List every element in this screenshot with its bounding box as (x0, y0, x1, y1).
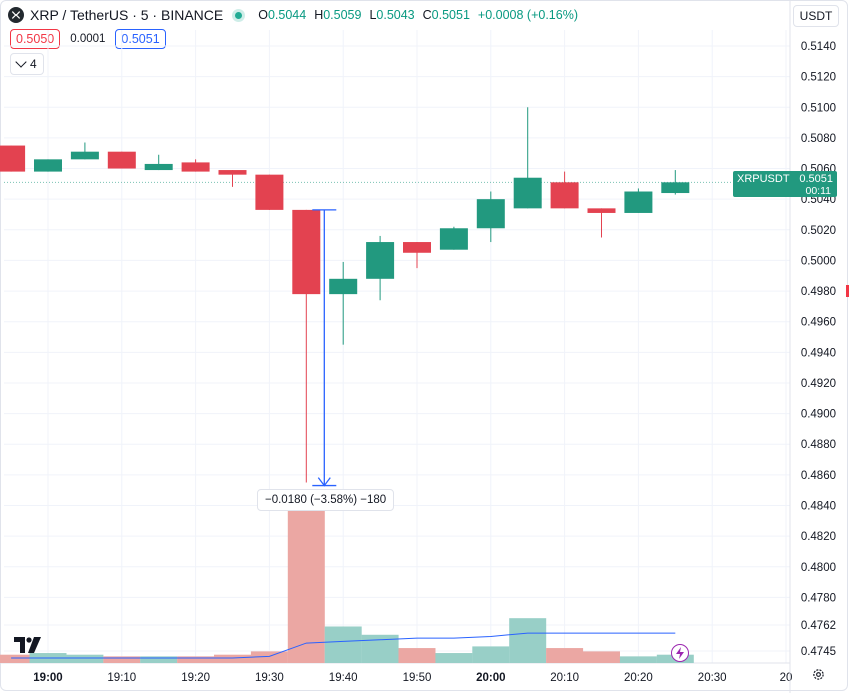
y-tick-label: 0.4745 (801, 646, 836, 658)
volume-bar (324, 626, 362, 663)
volume-bar (66, 654, 104, 663)
close-value: 0.5051 (431, 8, 470, 22)
x-tick-label: 19:20 (181, 672, 210, 684)
candle-body (661, 182, 690, 194)
indicators-toggle-button[interactable]: 4 (10, 53, 44, 75)
bar-countdown: 00:11 (805, 185, 832, 197)
indicators-count: 4 (30, 57, 37, 71)
spread-value: 0.0001 (70, 33, 106, 45)
measure-label: −0.0180 (−3.58%) −180 (257, 489, 395, 511)
y-tick-label: 0.4940 (801, 347, 836, 359)
volume-bar (140, 656, 178, 663)
high-label: H (314, 8, 324, 22)
y-tick-label: 0.5140 (801, 41, 836, 53)
candle-body (329, 278, 358, 295)
edge-marker (846, 285, 849, 297)
y-tick-label: 0.5100 (801, 102, 836, 114)
candle-body (107, 151, 136, 169)
y-tick-label: 0.4840 (801, 500, 836, 512)
x-tick-label: 19:00 (33, 672, 62, 684)
volume-bar (250, 651, 288, 663)
price-tag-symbol: XRPUSDT (737, 173, 790, 185)
market-open-status-icon (235, 11, 243, 19)
y-tick-label: 0.5040 (801, 194, 836, 206)
y-tick-label: 0.4880 (801, 439, 836, 451)
x-tick-label: 20:10 (550, 672, 579, 684)
candle-body (218, 170, 247, 175)
y-tick-label: 0.5020 (801, 225, 836, 237)
volume-bar (509, 618, 547, 663)
volume-bar (0, 654, 30, 663)
candle-body (550, 182, 579, 209)
high-value: 0.5059 (323, 8, 362, 22)
symbol-header: XRP / TetherUS · 5 · BINANCE O0.5044 H0.… (8, 4, 578, 26)
y-tick-label: 0.4860 (801, 470, 836, 482)
y-tick-label: 0.5120 (801, 72, 836, 84)
candle-body (439, 228, 468, 250)
volume-bar (546, 648, 584, 663)
y-tick-label: 0.4920 (801, 378, 836, 390)
candle-body (476, 199, 505, 229)
y-tick-label: 0.4980 (801, 286, 836, 298)
y-tick-label: 0.4960 (801, 317, 836, 329)
candle-body (70, 151, 99, 160)
change-value: +0.0008 (+0.16%) (477, 8, 578, 22)
volume-bar (583, 651, 620, 663)
candle-body (366, 242, 395, 279)
close-label: C (422, 8, 432, 22)
candle-body (144, 163, 173, 171)
gear-icon[interactable] (812, 668, 825, 681)
candle-body (34, 159, 62, 172)
candle-body (292, 209, 321, 295)
volume-bar (435, 653, 473, 663)
open-label: O (258, 8, 268, 22)
volume-bar (103, 656, 141, 663)
buy-button[interactable]: 0.5051 (115, 29, 166, 49)
tradingview-logo-icon[interactable] (14, 637, 42, 653)
y-tick-label: 0.5080 (801, 133, 836, 145)
currency-button[interactable]: USDT (793, 5, 839, 27)
volume-bar (214, 654, 251, 663)
volume-bar (398, 648, 436, 663)
candle-body (403, 242, 431, 253)
x-tick-label: 20 (780, 672, 793, 684)
xrp-logo-icon (8, 7, 24, 23)
y-tick-label: 0.4762 (801, 620, 836, 632)
low-value: 0.5043 (376, 8, 415, 22)
volume-ma-line (11, 632, 676, 659)
volume-bar (177, 656, 215, 663)
open-value: 0.5044 (267, 8, 307, 22)
x-tick-label: 20:20 (624, 672, 653, 684)
y-tick-label: 0.4780 (801, 592, 836, 604)
volume-bar (619, 656, 657, 663)
price-tag-price: 0.5051 (799, 173, 833, 185)
last-price-tag: XRPUSDT 0.5051 00:11 (733, 171, 837, 197)
symbol-title[interactable]: XRP / TetherUS · 5 · BINANCE (30, 7, 224, 23)
y-tick-label: 0.4800 (801, 562, 836, 574)
y-tick-label: 0.4820 (801, 531, 836, 543)
x-tick-label: 19:10 (107, 672, 136, 684)
volume-bar (287, 497, 325, 663)
x-tick-label: 20:30 (698, 672, 727, 684)
lightning-icon[interactable] (671, 644, 689, 662)
candle-body (0, 145, 26, 172)
y-tick-label: 0.4900 (801, 409, 836, 421)
ohlc-values: O0.5044 H0.5059 L0.5043 C0.5051 +0.0008 … (258, 8, 578, 22)
low-label: L (369, 8, 377, 22)
x-tick-label: 19:30 (255, 672, 284, 684)
x-tick-label: 19:50 (403, 672, 432, 684)
y-tick-label: 0.5000 (801, 255, 836, 267)
candle-body (587, 208, 616, 213)
candle-body (181, 162, 210, 172)
x-tick-label: 19:40 (329, 672, 358, 684)
candle-body (255, 174, 284, 210)
candle-body (513, 177, 542, 209)
measure-arrowhead (317, 477, 331, 487)
volume-bar (472, 646, 510, 663)
x-tick-label: 20:00 (476, 672, 505, 684)
candle-body (624, 191, 653, 213)
